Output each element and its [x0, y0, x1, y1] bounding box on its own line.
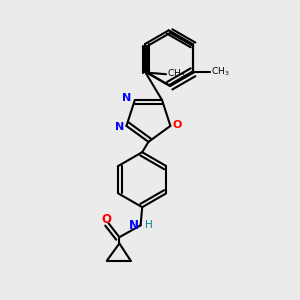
Text: N: N [129, 219, 140, 232]
Text: CH$_3$: CH$_3$ [211, 65, 229, 78]
Text: N: N [115, 122, 124, 133]
Text: H: H [146, 220, 153, 230]
Text: N: N [122, 94, 132, 103]
Text: CH$_3$: CH$_3$ [167, 68, 186, 80]
Text: O: O [172, 120, 182, 130]
Text: O: O [101, 214, 111, 226]
